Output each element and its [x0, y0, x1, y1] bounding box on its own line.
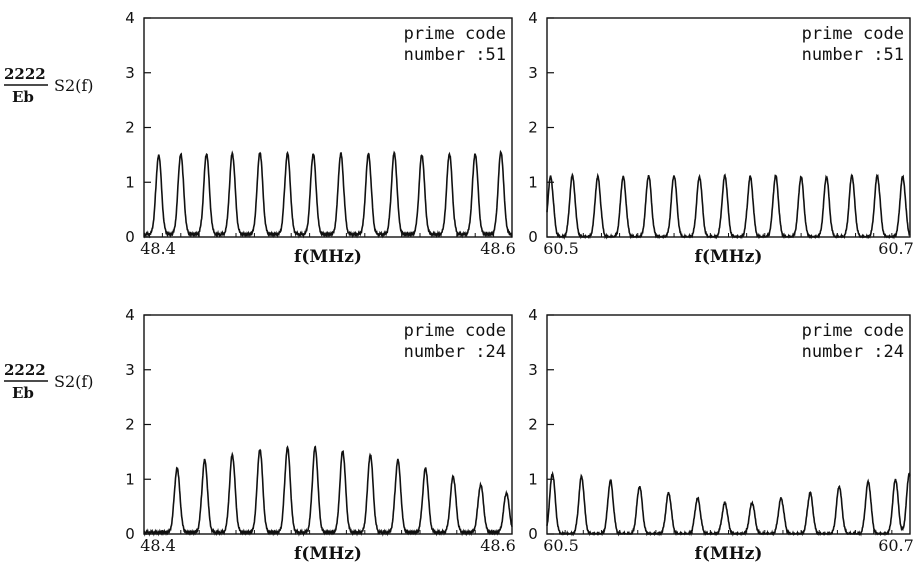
panel-bottom-right: 0 1 2 3 4 prime code number :24 60.5 60.7 f(… — [528, 306, 914, 564]
annotation-line-1: prime code — [404, 24, 506, 44]
y-label-denominator: Eb — [12, 384, 34, 402]
x-axis-label: f(MHz) — [294, 544, 362, 564]
y-label-denominator: Eb — [12, 88, 34, 106]
x-tick-end: 48.6 — [480, 536, 516, 555]
y-tick-label: 0 — [528, 228, 538, 246]
y-tick-label: 4 — [125, 9, 135, 27]
y-tick-label: 0 — [528, 525, 538, 543]
x-axis-label: f(MHz) — [695, 544, 763, 564]
y-tick-label: 1 — [528, 173, 538, 191]
y-tick-label: 4 — [125, 306, 135, 324]
y-tick-label: 1 — [125, 470, 135, 488]
annotation-line-2: number :51 — [404, 45, 506, 65]
y-tick-label: 0 — [125, 525, 135, 543]
y-tick-label: 0 — [125, 228, 135, 246]
spectrum-trace — [143, 149, 513, 239]
y-tick-label: 3 — [125, 64, 135, 82]
annotation-line-1: prime code — [802, 321, 904, 341]
y-label-function: S2(f) — [54, 372, 94, 391]
panel-top-right: 0 1 2 3 4 prime code number :51 60.5 60.7 f(… — [528, 9, 914, 267]
annotation-line-2: number :24 — [802, 342, 904, 362]
panel-top-left: 0 1 2 3 4 prime code number :51 48.4 48.6 f(… — [125, 9, 516, 267]
y-tick-label: 2 — [125, 119, 135, 137]
y-tick-label: 2 — [528, 416, 538, 434]
spectrum-trace — [546, 172, 911, 240]
y-tick-label: 1 — [528, 470, 538, 488]
annotation-line-2: number :51 — [802, 45, 904, 65]
panel-bottom-left: 0 1 2 3 4 prime code number :24 48.4 48.6 f(… — [125, 306, 516, 564]
y-axis-label-bottom: 2222 Eb S2(f) — [4, 361, 94, 402]
y-tick-label: 2 — [528, 119, 538, 137]
x-tick-end: 48.6 — [480, 239, 516, 258]
y-tick-label: 4 — [528, 306, 538, 324]
x-tick-start: 48.4 — [140, 239, 176, 258]
x-tick-start: 60.5 — [543, 239, 579, 258]
x-tick-end: 60.7 — [878, 239, 914, 258]
x-tick-start: 60.5 — [543, 536, 579, 555]
spectrum-trace — [546, 470, 911, 537]
y-tick-label: 1 — [125, 173, 135, 191]
y-label-numerator: 2222 — [4, 361, 46, 379]
y-tick-label: 3 — [528, 64, 538, 82]
y-label-function: S2(f) — [54, 76, 94, 95]
spectrum-trace — [143, 445, 513, 537]
annotation-line-1: prime code — [404, 321, 506, 341]
y-tick-label: 2 — [125, 416, 135, 434]
y-label-numerator: 2222 — [4, 65, 46, 83]
x-tick-end: 60.7 — [878, 536, 914, 555]
axes: 0 1 2 3 4 — [528, 306, 893, 543]
x-tick-start: 48.4 — [140, 536, 176, 555]
annotation-line-2: number :24 — [404, 342, 506, 362]
x-axis-label: f(MHz) — [695, 247, 763, 267]
x-axis-label: f(MHz) — [294, 247, 362, 267]
y-axis-label-top: 2222 Eb S2(f) — [4, 65, 94, 106]
y-tick-label: 3 — [528, 361, 538, 379]
annotation-line-1: prime code — [802, 24, 904, 44]
y-tick-label: 4 — [528, 9, 538, 27]
y-tick-label: 3 — [125, 361, 135, 379]
